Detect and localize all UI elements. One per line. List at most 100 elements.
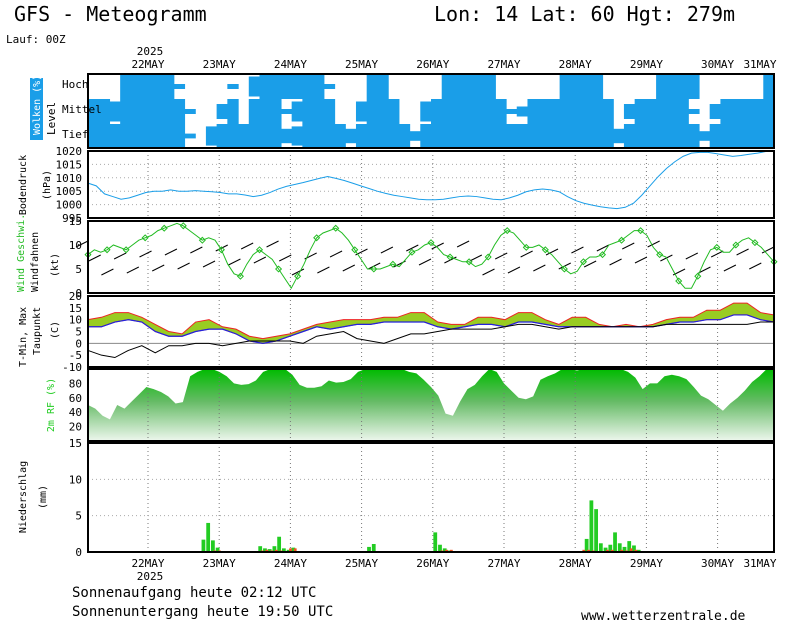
- wind-marker: [503, 227, 511, 235]
- run-label: Lauf: 00Z: [6, 33, 66, 46]
- date-label-top: 24MAY: [274, 58, 307, 71]
- wind-barb: [698, 266, 711, 274]
- cloud-cell: [388, 124, 400, 148]
- cloud-cell: [698, 131, 711, 141]
- cloud-cell: [248, 76, 261, 97]
- date-label-top: 27MAY: [487, 58, 520, 71]
- panel-border-precipitation: [87, 442, 775, 553]
- wind-tick: 15: [69, 215, 82, 228]
- cloud-cell: [741, 124, 754, 148]
- wind-marker: [370, 265, 378, 273]
- wind-barb: [190, 246, 203, 254]
- pressure-tick: 1020: [56, 145, 83, 158]
- wind-marker: [408, 248, 416, 256]
- wind-marker: [522, 243, 530, 251]
- cloud-cell: [666, 124, 679, 148]
- temp-unit: (C): [50, 321, 61, 339]
- wind-marker: [675, 277, 683, 285]
- cloud-cell: [441, 74, 454, 99]
- website-link[interactable]: www.wetterzentrale.de: [581, 609, 746, 624]
- cloud-cell: [302, 74, 314, 99]
- cloud-cell: [752, 124, 764, 148]
- wind-barb: [482, 268, 495, 276]
- wind-barb: [240, 242, 254, 250]
- cloud-cell: [163, 99, 175, 124]
- cloud-cell: [377, 74, 389, 99]
- precip-bar: [622, 546, 627, 552]
- wind-barb: [685, 252, 699, 260]
- wind-barb: [380, 246, 394, 254]
- cloud-cell: [473, 99, 486, 124]
- cloud-cell: [656, 99, 668, 124]
- date-label-top: 22MAY: [131, 58, 164, 71]
- wind-barb: [177, 262, 190, 270]
- date-label-bottom: 23MAY: [203, 557, 236, 570]
- cloud-cell: [377, 99, 389, 124]
- cloud-cell: [731, 99, 743, 124]
- wind-barb: [622, 242, 635, 250]
- wind-marker: [313, 234, 321, 242]
- wind-marker: [694, 272, 702, 280]
- wind-marker: [255, 246, 264, 254]
- wind-marker: [294, 272, 302, 280]
- wind-barb: [596, 244, 610, 252]
- wind-barb: [101, 268, 114, 276]
- pressure-tick: 995: [62, 212, 82, 225]
- precip-bar: [281, 548, 286, 552]
- humidity-tick: 80: [69, 377, 82, 390]
- dewpoint-line: [87, 321, 774, 359]
- cloud-cell: [280, 128, 293, 144]
- wind-marker: [160, 224, 168, 232]
- wind-barb: [761, 246, 775, 254]
- cloud-cell: [559, 74, 571, 99]
- precip-bar: [433, 532, 438, 552]
- cloud-cell: [388, 99, 400, 124]
- cloud-cell: [431, 124, 443, 148]
- temp-tick: -5: [69, 349, 82, 362]
- cloud-cell: [473, 124, 486, 148]
- cloud-cell: [109, 124, 121, 148]
- cloud-cell: [677, 74, 689, 99]
- cloud-cell: [163, 124, 175, 148]
- cloud-cell: [302, 124, 314, 148]
- wind-marker: [217, 246, 225, 254]
- wind-tick: 5: [75, 263, 82, 276]
- cloud-cell: [248, 99, 261, 124]
- precip-tick: 5: [75, 510, 82, 523]
- precip-bar: [291, 547, 296, 552]
- cloud-cell: [495, 124, 507, 148]
- cloud-cell: [184, 109, 196, 114]
- cloud-cell: [313, 124, 325, 148]
- wind-marker: [560, 265, 568, 273]
- date-label-bottom: 24MAY: [274, 557, 307, 570]
- cloud-cell: [516, 124, 529, 148]
- wind-tick: 0: [75, 287, 82, 300]
- wind-barb: [113, 252, 127, 260]
- chart-title: GFS - Meteogramm: [14, 2, 207, 26]
- wind-marker: [141, 234, 149, 242]
- cloud-cell: [216, 124, 228, 148]
- cloud-cell: [656, 124, 668, 148]
- cloud-cell: [259, 99, 271, 124]
- pressure-tick: 1015: [56, 158, 83, 171]
- wind-marker: [351, 246, 359, 254]
- cloud-cell: [441, 124, 454, 148]
- precip-bar-snow: [445, 549, 449, 552]
- wind-barb: [469, 254, 483, 262]
- cloud-cell: [88, 99, 100, 124]
- cloud-cell: [109, 101, 121, 122]
- precip-tick: 10: [69, 473, 82, 486]
- wind-marker: [465, 258, 473, 266]
- date-label-bottom: 27MAY: [487, 557, 520, 570]
- cloud-cell: [259, 74, 271, 99]
- precip-bar: [215, 547, 220, 552]
- cloud-cell: [495, 99, 507, 124]
- wind-marker: [332, 224, 340, 232]
- cloud-cell: [141, 124, 153, 148]
- cloud-cell: [677, 99, 689, 124]
- precip-bar: [598, 543, 603, 552]
- precip-bar-snow: [449, 549, 453, 552]
- cloud-cell: [248, 124, 261, 148]
- cloud-cell: [270, 74, 282, 99]
- cloud-cell: [98, 124, 111, 148]
